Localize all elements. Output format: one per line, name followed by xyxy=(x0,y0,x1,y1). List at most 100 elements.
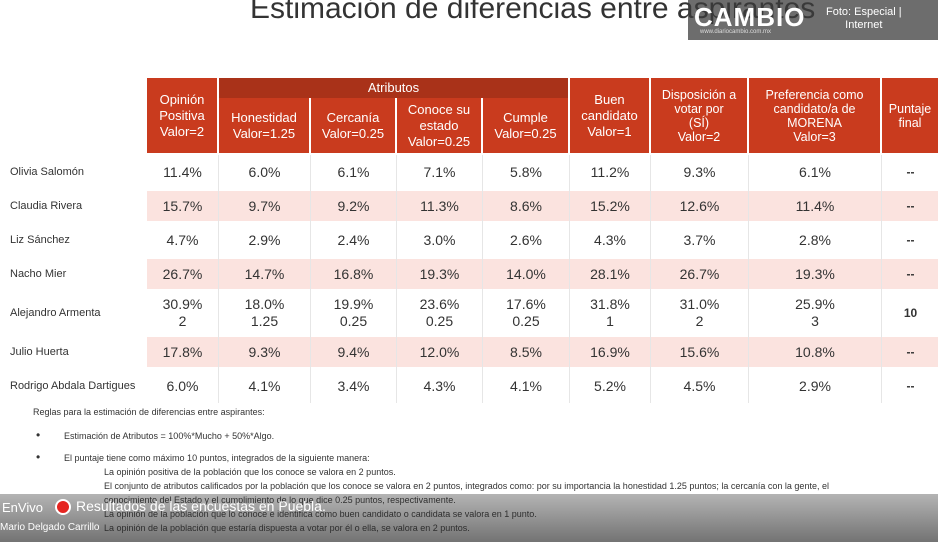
notes-heading: Reglas para la estimación de diferencias… xyxy=(33,407,265,417)
row-name: Olivia Salomón xyxy=(10,166,84,178)
cell: 15.2% xyxy=(570,189,651,223)
cell: 4.3% xyxy=(397,369,483,403)
bullet-text: Estimación de Atributos = 100%*Mucho + 5… xyxy=(64,431,275,441)
cell: 4.1% xyxy=(483,369,570,403)
cell: 19.3% xyxy=(397,257,483,291)
row-background xyxy=(147,259,938,289)
cell: 4.5% xyxy=(651,369,749,403)
photo-credit: Foto: Especial | Internet xyxy=(826,6,902,31)
cell: 11.3% xyxy=(397,189,483,223)
cell: 15.7% xyxy=(147,189,219,223)
row-name: Nacho Mier xyxy=(10,268,67,280)
cell: 16.8% xyxy=(311,257,397,291)
cell: 26.7% xyxy=(147,257,219,291)
row-name: Liz Sánchez xyxy=(10,234,70,246)
cell: 9.4% xyxy=(311,335,397,369)
cell: 4.7% xyxy=(147,223,219,257)
row-name: Julio Huerta xyxy=(10,346,69,358)
final-score: -- xyxy=(882,155,938,189)
cell: 6.1% xyxy=(311,155,397,189)
cell: 19.9% 0.25 xyxy=(311,291,397,335)
cell: 4.1% xyxy=(219,369,311,403)
logo-url: www.diariocambio.com.mx xyxy=(700,29,772,35)
cell: 3.7% xyxy=(651,223,749,257)
cell: 4.3% xyxy=(570,223,651,257)
row-background xyxy=(147,337,938,367)
video-overlay xyxy=(0,494,938,542)
column-header: Preferencia como candidato/a de MORENA V… xyxy=(749,78,882,153)
cell: 2.9% xyxy=(749,369,882,403)
cell: 3.4% xyxy=(311,369,397,403)
cell: 14.7% xyxy=(219,257,311,291)
speaker: Mario Delgado Carrillo xyxy=(0,522,100,533)
column-header: Honestidad Valor=1.25 xyxy=(219,98,311,153)
cell: 28.1% xyxy=(570,257,651,291)
cell: 6.0% xyxy=(147,369,219,403)
logo-background xyxy=(688,0,938,40)
cell: 3.0% xyxy=(397,223,483,257)
headline: Resultados de las encuestas en Puebla. xyxy=(76,498,326,514)
cell: 12.0% xyxy=(397,335,483,369)
cell: 25.9% 3 xyxy=(749,291,882,335)
cell: 26.7% xyxy=(651,257,749,291)
cell: 16.9% xyxy=(570,335,651,369)
cell: 7.1% xyxy=(397,155,483,189)
cell: 2.8% xyxy=(749,223,882,257)
logo: CAMBIO xyxy=(694,2,806,32)
final-score: -- xyxy=(882,335,938,369)
cell: 8.6% xyxy=(483,189,570,223)
column-header: Opinión Positiva Valor=2 xyxy=(147,78,219,153)
group-header: Atributos xyxy=(219,78,570,98)
cell: 30.9% 2 xyxy=(147,291,219,335)
cell: 11.4% xyxy=(147,155,219,189)
cell: 12.6% xyxy=(651,189,749,223)
cell: 11.4% xyxy=(749,189,882,223)
cell: 9.3% xyxy=(219,335,311,369)
cell: 6.0% xyxy=(219,155,311,189)
column-header: Conoce su estado Valor=0.25 xyxy=(397,98,483,153)
cell: 23.6% 0.25 xyxy=(397,291,483,335)
cell: 17.6% 0.25 xyxy=(483,291,570,335)
row-background xyxy=(147,191,938,221)
final-score: 10 xyxy=(882,291,938,335)
bullet-text: El puntaje tiene como máximo 10 puntos, … xyxy=(64,453,370,463)
cell: 19.3% xyxy=(749,257,882,291)
final-score: -- xyxy=(882,369,938,403)
row-name: Rodrigo Abdala Dartigues xyxy=(10,380,136,392)
column-header: Puntaje final xyxy=(882,78,938,153)
cell: 2.9% xyxy=(219,223,311,257)
cell: 14.0% xyxy=(483,257,570,291)
live-dot xyxy=(55,499,71,515)
cell: 2.6% xyxy=(483,223,570,257)
cell: 10.8% xyxy=(749,335,882,369)
cell: 5.8% xyxy=(483,155,570,189)
final-score: -- xyxy=(882,223,938,257)
cell: 17.8% xyxy=(147,335,219,369)
cell: 9.3% xyxy=(651,155,749,189)
cell: 9.7% xyxy=(219,189,311,223)
cell: 31.8% 1 xyxy=(570,291,651,335)
cell: 6.1% xyxy=(749,155,882,189)
row-name: Claudia Rivera xyxy=(10,200,83,212)
column-header: Cumple Valor=0.25 xyxy=(483,98,570,153)
bullet-marker: • xyxy=(36,428,41,442)
cell: 15.6% xyxy=(651,335,749,369)
sub-item: La opinión positiva de la población que … xyxy=(104,467,396,477)
final-score: -- xyxy=(882,257,938,291)
column-header: Buen candidato Valor=1 xyxy=(570,78,651,153)
column-header: Disposición a votar por (SÍ) Valor=2 xyxy=(651,78,749,153)
final-score: -- xyxy=(882,189,938,223)
live-label: EnVivo xyxy=(2,500,43,515)
sub-item: El conjunto de atributos calificados por… xyxy=(104,481,829,491)
cell: 2.4% xyxy=(311,223,397,257)
cell: 8.5% xyxy=(483,335,570,369)
cell: 31.0% 2 xyxy=(651,291,749,335)
cell: 18.0% 1.25 xyxy=(219,291,311,335)
cell: 9.2% xyxy=(311,189,397,223)
cell: 11.2% xyxy=(570,155,651,189)
bullet-marker: • xyxy=(36,450,41,464)
column-header: Cercanía Valor=0.25 xyxy=(311,98,397,153)
row-name: Alejandro Armenta xyxy=(10,307,101,319)
cell: 5.2% xyxy=(570,369,651,403)
